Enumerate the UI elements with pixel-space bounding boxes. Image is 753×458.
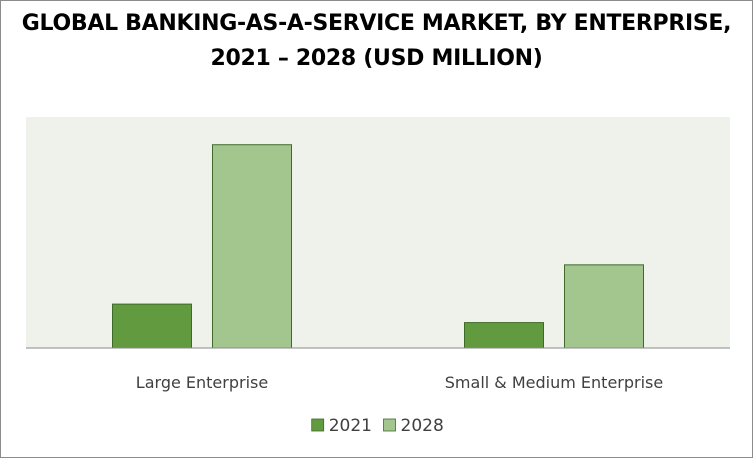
- bar-2028-small-medium-enterprise: [564, 264, 644, 349]
- category-labels: Large Enterprise Small & Medium Enterpris…: [136, 373, 663, 392]
- bar-2021-small-medium-enterprise: [464, 322, 544, 349]
- bar-2021-large-enterprise: [112, 303, 192, 349]
- chart-title: GLOBAL BANKING-AS-A-SERVICE MARKET, BY E…: [21, 11, 732, 71]
- legend-swatch-2028: [383, 418, 396, 432]
- legend: 2021 2028: [311, 416, 444, 436]
- category-label: Small & Medium Enterprise: [445, 373, 663, 392]
- bar-2028-large-enterprise: [212, 144, 292, 349]
- bars-group: [112, 144, 644, 349]
- legend-label-2028: 2028: [401, 416, 444, 436]
- category-label: Large Enterprise: [136, 373, 268, 392]
- legend-label-2021: 2021: [329, 416, 372, 436]
- legend-swatch-2021: [311, 418, 325, 432]
